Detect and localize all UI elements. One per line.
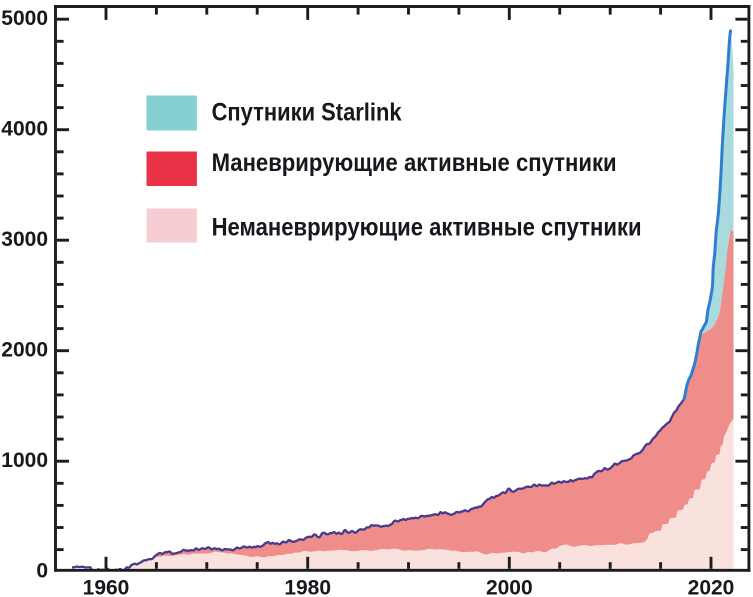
svg-text:1000: 1000 xyxy=(1,449,48,472)
svg-text:Неманеврирующие активные спутн: Неманеврирующие активные спутники xyxy=(212,213,642,241)
svg-text:1980: 1980 xyxy=(284,577,331,597)
svg-text:2000: 2000 xyxy=(486,577,533,597)
svg-text:0: 0 xyxy=(36,560,48,583)
svg-text:2000: 2000 xyxy=(1,339,48,362)
svg-text:1960: 1960 xyxy=(83,577,130,597)
svg-text:4000: 4000 xyxy=(1,118,48,141)
svg-text:Маневрирующие активные спутник: Маневрирующие активные спутники xyxy=(212,149,617,177)
svg-text:3000: 3000 xyxy=(1,228,48,251)
svg-text:5000: 5000 xyxy=(1,7,48,30)
svg-text:Спутники Starlink: Спутники Starlink xyxy=(212,99,402,127)
svg-text:2020: 2020 xyxy=(688,577,735,597)
